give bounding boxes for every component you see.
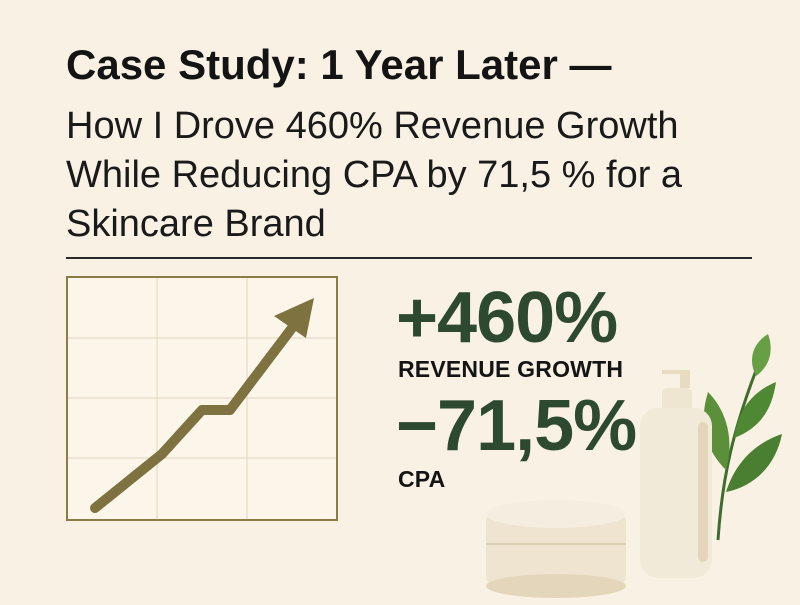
cpa-label: CPA — [398, 466, 446, 492]
trend-up-arrow-chart-icon — [66, 276, 338, 521]
cpa-value: −71,5% — [396, 386, 637, 466]
revenue-growth-label: REVENUE GROWTH — [398, 356, 624, 382]
page-subtitle: How I Drove 460% Revenue Growth While Re… — [66, 105, 683, 245]
revenue-growth-value: +460% — [396, 278, 618, 358]
divider — [66, 257, 752, 259]
page-title: Case Study: 1 Year Later — — [66, 41, 612, 88]
skincare-jar-icon — [486, 500, 626, 598]
trend-chart-illustration — [66, 276, 338, 521]
skincare-bottle-icon — [640, 370, 712, 578]
skincare-products-illustration — [470, 330, 800, 600]
leaves-icon — [703, 334, 782, 541]
